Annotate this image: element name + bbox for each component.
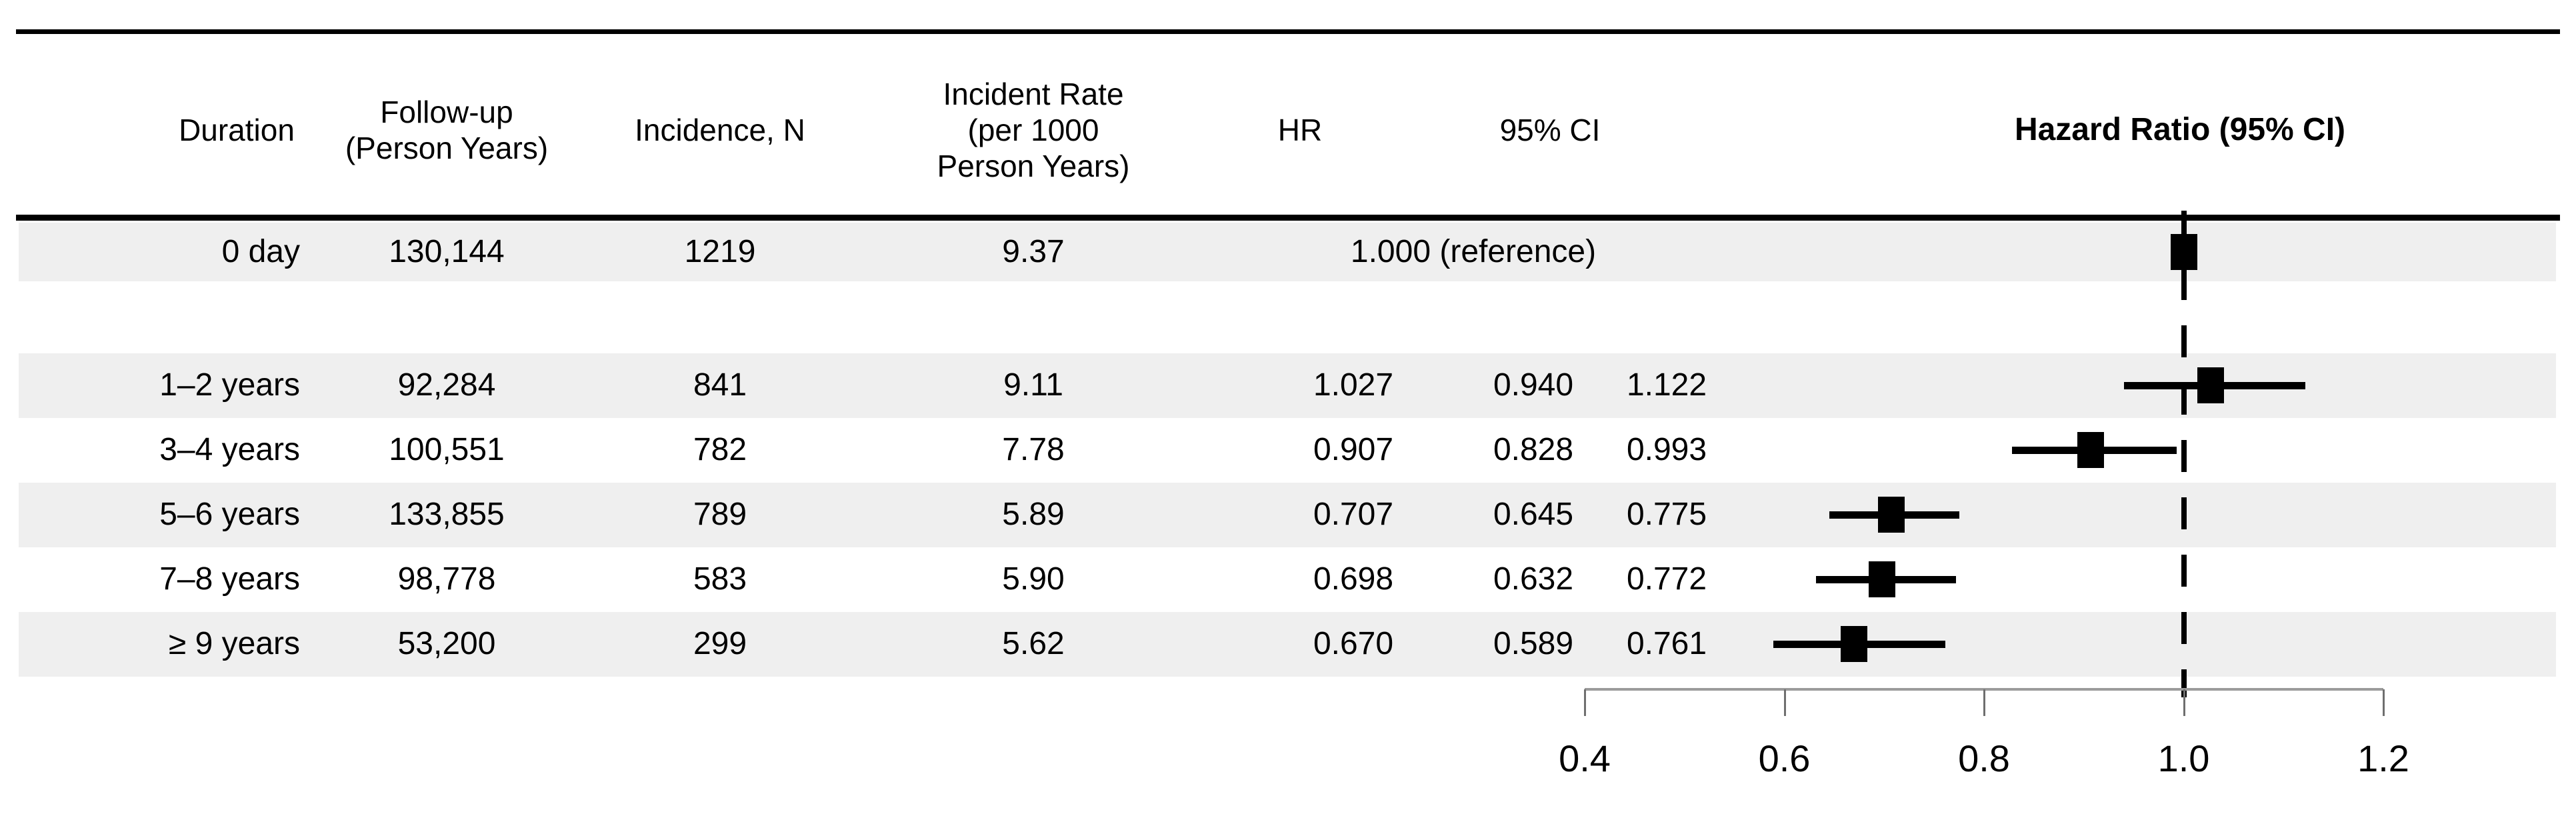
- cell-ci-low: 0.940: [1493, 367, 1574, 403]
- cell-followup: 92,284: [397, 367, 496, 403]
- top-rule: [16, 29, 2560, 34]
- cell-duration: ≥ 9 years: [168, 626, 300, 661]
- cell-incidence: 299: [693, 626, 747, 661]
- axis-tick-label: 0.6: [1758, 737, 1811, 779]
- cell-hr: 0.698: [1313, 561, 1394, 597]
- cell-ci-high: 0.761: [1626, 626, 1707, 661]
- axis-tick-label: 1.0: [2157, 737, 2210, 779]
- header-rule: [16, 215, 2560, 221]
- cell-followup: 98,778: [397, 561, 496, 597]
- axis-tick: [2383, 689, 2385, 716]
- row-band: [19, 483, 2556, 547]
- cell-hr: 1.000 (reference): [1350, 234, 1597, 269]
- forest-marker: [2077, 432, 2105, 468]
- forest-marker: [1841, 626, 1868, 662]
- cell-rate: 9.11: [1003, 367, 1063, 403]
- col-header-hr: HR: [1277, 113, 1323, 147]
- forest-marker: [1877, 497, 1905, 533]
- forest-marker: [1869, 561, 1896, 597]
- cell-hr: 0.707: [1313, 497, 1394, 532]
- axis-tick-label: 1.2: [2357, 737, 2409, 779]
- cell-incidence: 583: [693, 561, 747, 597]
- cell-followup: 130,144: [389, 234, 505, 269]
- cell-followup: 100,551: [389, 432, 505, 467]
- cell-rate: 7.78: [1002, 432, 1065, 467]
- cell-incidence: 841: [693, 367, 747, 403]
- cell-rate: 5.90: [1002, 561, 1065, 597]
- col-header-ci: 95% CI: [1499, 113, 1601, 147]
- cell-incidence: 789: [693, 497, 747, 532]
- cell-ci-high: 0.775: [1626, 497, 1707, 532]
- cell-hr: 0.907: [1313, 432, 1394, 467]
- cell-hr: 1.027: [1313, 367, 1394, 403]
- axis-tick: [1584, 689, 1586, 716]
- col-header-followup: Follow-up (Person Years): [345, 95, 549, 165]
- cell-ci-high: 1.122: [1626, 367, 1707, 403]
- cell-ci-low: 0.589: [1493, 626, 1574, 661]
- axis-tick-label: 0.4: [1559, 737, 1611, 779]
- cell-incidence: 782: [693, 432, 747, 467]
- axis-tick: [2183, 689, 2185, 716]
- cell-ci-high: 0.772: [1626, 561, 1707, 597]
- cell-rate: 5.62: [1002, 626, 1065, 661]
- row-band: [19, 612, 2556, 677]
- cell-ci-low: 0.645: [1493, 497, 1574, 532]
- forest-marker: [2197, 367, 2224, 403]
- cell-duration: 1–2 years: [159, 367, 300, 403]
- cell-ci-low: 0.632: [1493, 561, 1574, 597]
- cell-hr: 0.670: [1313, 626, 1394, 661]
- row-band: [19, 223, 2556, 281]
- cell-rate: 5.89: [1002, 497, 1065, 532]
- cell-followup: 53,200: [397, 626, 496, 661]
- cell-duration: 3–4 years: [159, 432, 300, 467]
- cell-rate: 9.37: [1002, 234, 1065, 269]
- cell-duration: 0 day: [221, 234, 300, 269]
- cell-incidence: 1219: [684, 234, 756, 269]
- cell-duration: 7–8 years: [159, 561, 300, 597]
- col-header-duration: Duration: [179, 113, 295, 147]
- axis-tick: [1783, 689, 1786, 716]
- col-header-incidence: Incidence, N: [635, 113, 805, 147]
- col-header-incident-rate: Incident Rate (per 1000 Person Years): [937, 77, 1130, 183]
- axis-tick-label: 0.8: [1958, 737, 2010, 779]
- plot-header: Hazard Ratio (95% CI): [2014, 112, 2346, 147]
- reference-line: [2181, 211, 2187, 697]
- cell-followup: 133,855: [389, 497, 505, 532]
- cell-duration: 5–6 years: [159, 497, 300, 532]
- axis-tick: [1983, 689, 1985, 716]
- cell-ci-low: 0.828: [1493, 432, 1574, 467]
- forest-marker: [2170, 234, 2197, 270]
- cell-ci-high: 0.993: [1626, 432, 1707, 467]
